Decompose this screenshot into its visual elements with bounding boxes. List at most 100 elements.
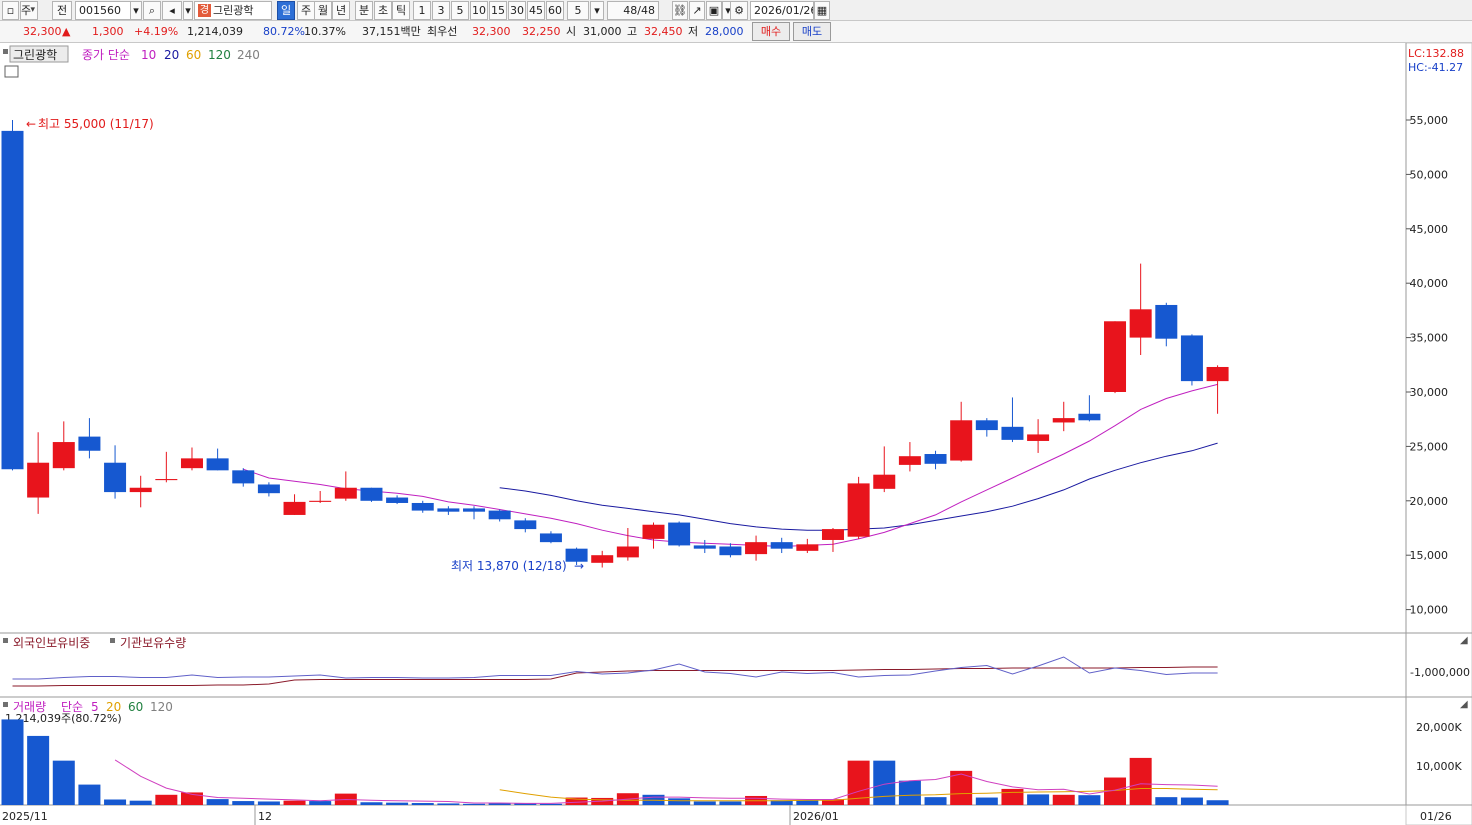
candle[interactable]: [360, 487, 383, 502]
volume-bar: [129, 800, 152, 805]
volume-bar: [693, 801, 716, 805]
candle[interactable]: [52, 421, 75, 471]
gear-icon[interactable]: ⚙: [730, 1, 748, 20]
candle[interactable]: [463, 506, 486, 520]
calendar-icon[interactable]: ▦: [814, 1, 830, 20]
candle[interactable]: [1155, 302, 1178, 347]
candle[interactable]: [847, 476, 870, 539]
candle[interactable]: [283, 494, 306, 515]
candle[interactable]: [1052, 401, 1075, 432]
candle-body: [488, 510, 511, 520]
stock-name-field[interactable]: 경 그린광학: [194, 1, 272, 20]
interval-button-2[interactable]: 5: [451, 1, 469, 20]
candle[interactable]: [129, 475, 152, 508]
period-button-3[interactable]: 년: [332, 1, 350, 20]
candle[interactable]: [206, 448, 229, 471]
candle[interactable]: [591, 550, 614, 568]
candle[interactable]: [180, 447, 203, 471]
candle[interactable]: [104, 445, 127, 499]
candle[interactable]: [719, 543, 742, 558]
candle-body: [1001, 426, 1024, 440]
interval-button-5[interactable]: 30: [508, 1, 526, 20]
stock-chart[interactable]: 그린광학 종가 단순 10 20 60 120 240 LC:132.88 HC…: [0, 43, 1472, 825]
mode-button[interactable]: 전: [52, 1, 72, 20]
candle[interactable]: [27, 432, 50, 514]
code-input[interactable]: 001560: [75, 1, 131, 20]
panel-marker-icon: [3, 702, 8, 707]
buy-button[interactable]: 매수: [752, 22, 790, 41]
candle[interactable]: [514, 518, 537, 533]
change-percent: +4.19%: [134, 25, 179, 38]
candle[interactable]: [1027, 419, 1050, 453]
volume-bar: [873, 760, 896, 805]
candle[interactable]: [1129, 263, 1152, 356]
period-button-2[interactable]: 월: [314, 1, 332, 20]
grid-toggle-icon[interactable]: [4, 65, 19, 78]
save-icon[interactable]: ▣: [706, 1, 722, 20]
interval-button-3[interactable]: 10: [470, 1, 488, 20]
sell-button[interactable]: 매도: [793, 22, 831, 41]
volume-bar: [27, 735, 50, 805]
candle[interactable]: [770, 537, 793, 554]
period-button-5[interactable]: 초: [374, 1, 392, 20]
candle[interactable]: [616, 528, 639, 561]
candle[interactable]: [898, 442, 921, 472]
candle[interactable]: [437, 506, 460, 515]
candle[interactable]: [232, 468, 255, 487]
link-icon[interactable]: ⛓: [672, 1, 688, 20]
interval-button-1[interactable]: 3: [432, 1, 450, 20]
interval-button-6[interactable]: 45: [527, 1, 545, 20]
candle[interactable]: [565, 547, 588, 565]
candle[interactable]: [1104, 321, 1127, 394]
candle[interactable]: [642, 522, 665, 549]
candle[interactable]: [411, 500, 434, 513]
candle[interactable]: [693, 539, 716, 554]
candle[interactable]: [975, 418, 998, 437]
expand-icon[interactable]: ◢: [1460, 699, 1468, 710]
interval-button-4[interactable]: 15: [489, 1, 507, 20]
market-select[interactable]: 주: [20, 1, 38, 20]
candle-body: [283, 501, 306, 515]
candle[interactable]: [257, 482, 280, 497]
period-button-6[interactable]: 틱: [392, 1, 410, 20]
date-input[interactable]: 2026/01/26: [750, 1, 814, 20]
interval-dropdown-icon[interactable]: ▾: [590, 1, 604, 20]
menu-dropdown-icon[interactable]: ▾: [183, 1, 193, 20]
expand-icon[interactable]: ◢: [1460, 635, 1468, 646]
candle[interactable]: [668, 521, 691, 547]
interval-button-0[interactable]: 1: [413, 1, 431, 20]
chart-tool-icon[interactable]: ↗: [689, 1, 705, 20]
interval-button-7[interactable]: 60: [546, 1, 564, 20]
candle[interactable]: [386, 495, 409, 505]
candle[interactable]: [1001, 397, 1024, 443]
speaker-icon[interactable]: ◂: [162, 1, 182, 20]
candle[interactable]: [309, 491, 332, 503]
candle[interactable]: [1078, 395, 1101, 422]
candle[interactable]: [539, 531, 562, 544]
ma-period-20: 20: [164, 48, 179, 62]
panel-marker-icon: [3, 49, 8, 54]
interval-value[interactable]: 5: [567, 1, 589, 20]
candle[interactable]: [1180, 334, 1203, 386]
candle[interactable]: [1, 120, 24, 471]
candle[interactable]: [924, 450, 947, 470]
candle[interactable]: [950, 401, 973, 462]
candle[interactable]: [1206, 365, 1229, 414]
candle[interactable]: [745, 535, 768, 561]
search-icon[interactable]: ⌕: [143, 1, 161, 20]
period-button-4[interactable]: 분: [355, 1, 373, 20]
candle[interactable]: [873, 446, 896, 493]
bid-price: 32,250: [522, 25, 561, 38]
candle[interactable]: [78, 418, 101, 459]
candle[interactable]: [155, 451, 178, 483]
window-icon[interactable]: ▫: [2, 1, 19, 20]
period-button-0[interactable]: 일: [277, 1, 295, 20]
candle[interactable]: [796, 538, 819, 554]
period-button-1[interactable]: 주: [297, 1, 315, 20]
priority-label: 최우선: [427, 25, 458, 38]
code-dropdown-icon[interactable]: ▾: [130, 1, 142, 20]
candle[interactable]: [821, 528, 844, 552]
trade-amount: 37,151백만: [362, 25, 421, 38]
candle[interactable]: [488, 509, 511, 522]
candle[interactable]: [334, 471, 357, 501]
